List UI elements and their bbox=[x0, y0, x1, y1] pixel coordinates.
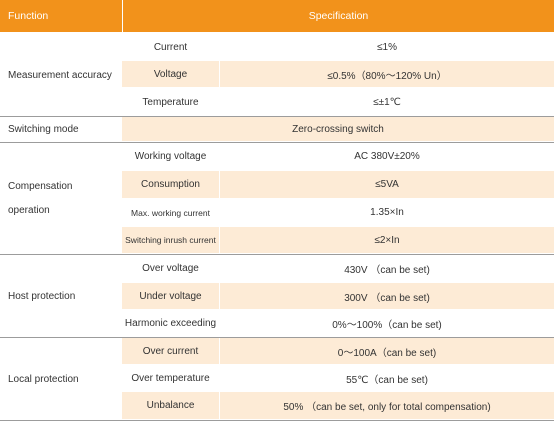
cell-divider bbox=[219, 171, 220, 198]
table-row: Temperature ≤±1℃ bbox=[122, 89, 554, 115]
row-item: Voltage bbox=[153, 68, 188, 80]
row-spec: ≤0.5%（80%～120% Un） bbox=[327, 70, 447, 82]
row-item: Switching inrush current bbox=[125, 235, 216, 245]
row-item: Harmonic exceeding bbox=[124, 317, 217, 329]
table-row: Working voltage AC 380V±20% bbox=[122, 143, 554, 170]
group-divider bbox=[0, 116, 554, 117]
row-spec: 0～100A（can be set) bbox=[337, 347, 437, 359]
table-row: Harmonic exceeding 0%～100%（can be set) bbox=[122, 310, 554, 336]
row-item: Under voltage bbox=[139, 290, 202, 302]
table-bottom-rule bbox=[0, 420, 554, 421]
table-row: Unbalance 50% （can be set, only for tota… bbox=[122, 392, 554, 419]
table-row: Under voltage 300V （can be set) bbox=[122, 283, 554, 309]
group-divider bbox=[0, 142, 554, 143]
table-row: Switching inrush current ≤2×In bbox=[122, 227, 554, 253]
row-spec: 1.35×In bbox=[370, 207, 404, 218]
cell-divider bbox=[219, 227, 220, 253]
group-divider bbox=[0, 337, 554, 338]
row-item: Working voltage bbox=[134, 151, 207, 162]
group-label-line-1: Compensation bbox=[8, 181, 73, 192]
row-spec: Zero-crossing switch bbox=[292, 123, 384, 135]
group-label-host-protection: Host protection bbox=[8, 290, 76, 302]
cell-divider bbox=[219, 61, 220, 87]
row-spec: 300V （can be set) bbox=[344, 292, 430, 304]
group-label-compensation-operation: Compensation operation bbox=[8, 143, 120, 254]
table-row: Over temperature 55℃（can be set) bbox=[122, 365, 554, 391]
header-divider bbox=[122, 0, 123, 32]
row-spec: ≤5VA bbox=[375, 179, 399, 190]
table-row: Max. working current 1.35×In bbox=[122, 199, 554, 226]
table-row: Voltage ≤0.5%（80%～120% Un） bbox=[122, 61, 554, 87]
row-spec: ≤±1℃ bbox=[373, 96, 401, 108]
group-label-line-2: operation bbox=[8, 205, 50, 216]
table-row: Over current 0～100A（can be set) bbox=[122, 338, 554, 364]
row-item: Over temperature bbox=[131, 372, 210, 384]
row-item: Current bbox=[153, 41, 188, 53]
row-spec: ≤2×In bbox=[374, 234, 400, 246]
cell-divider bbox=[219, 283, 220, 309]
table-header: Function Specification bbox=[0, 0, 554, 32]
row-item: Consumption bbox=[141, 179, 200, 190]
cell-divider bbox=[219, 392, 220, 419]
row-item: Max. working current bbox=[131, 207, 210, 218]
row-item: Unbalance bbox=[146, 400, 195, 411]
row-item: Over current bbox=[142, 345, 199, 357]
group-label-measurement-accuracy: Measurement accuracy bbox=[8, 70, 112, 81]
row-spec: 0%～100%（can be set) bbox=[332, 319, 442, 331]
row-spec: ≤1% bbox=[377, 41, 397, 53]
table-row: Over voltage 430V （can be set) bbox=[122, 255, 554, 282]
row-item: Over voltage bbox=[142, 263, 199, 274]
table-row: Zero-crossing switch bbox=[122, 117, 554, 141]
header-specification: Specification bbox=[308, 10, 369, 22]
table-row: Consumption ≤5VA bbox=[122, 171, 554, 198]
row-spec: 430V （can be set) bbox=[344, 265, 430, 276]
row-spec: 50% （can be set, only for total compensa… bbox=[283, 402, 491, 413]
row-spec: 55℃（can be set) bbox=[346, 374, 428, 386]
group-label-switching-mode: Switching mode bbox=[8, 124, 79, 135]
table-row: Current ≤1% bbox=[122, 34, 554, 60]
header-function: Function bbox=[8, 10, 49, 22]
group-divider bbox=[0, 254, 554, 255]
row-item: Temperature bbox=[142, 96, 199, 108]
group-label-local-protection: Local protection bbox=[8, 373, 79, 385]
row-spec: AC 380V±20% bbox=[354, 151, 420, 162]
cell-divider bbox=[219, 338, 220, 364]
